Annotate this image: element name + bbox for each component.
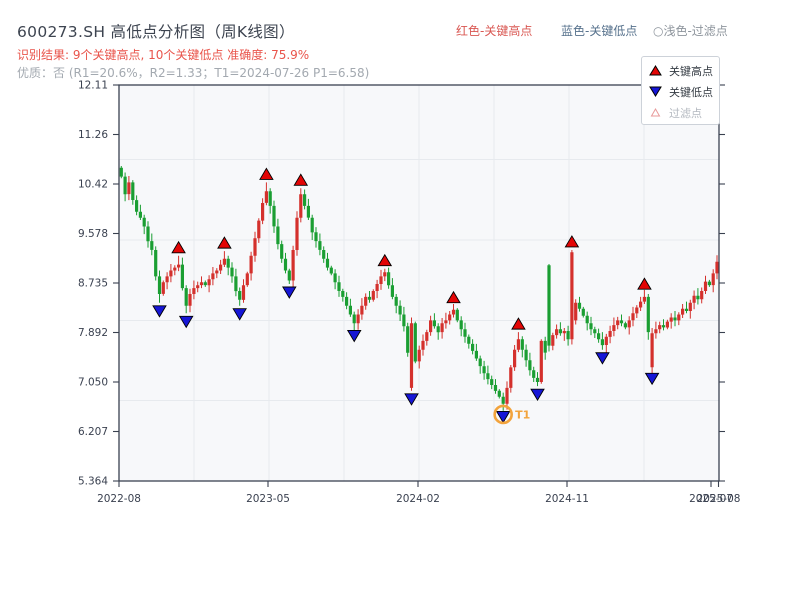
legend-item-label: 关键高点 <box>669 64 713 78</box>
svg-text:9.578: 9.578 <box>78 228 108 240</box>
y-tick-labels: 12.11 11.26 10.42 9.578 8.735 7.892 7.050 6.207… <box>78 80 108 488</box>
svg-text:7.050: 7.050 <box>78 377 108 389</box>
svg-text:12.11: 12.11 <box>78 80 108 92</box>
svg-text:2025-08: 2025-08 <box>697 493 741 505</box>
svg-text:8.735: 8.735 <box>78 278 108 290</box>
svg-text:5.364: 5.364 <box>78 476 108 488</box>
legend-item-label: 关键低点 <box>669 85 713 99</box>
svg-text:2025-07: 2025-07 <box>689 493 733 505</box>
svg-text:11.26: 11.26 <box>78 129 108 141</box>
legend-item-filter: 过滤点 <box>649 102 719 123</box>
svg-text:6.207: 6.207 <box>78 426 108 438</box>
key-high-triangle-icon <box>649 65 662 76</box>
legend-item-key-low: 关键低点 <box>649 81 719 102</box>
legend-item-key-high: 关键高点 <box>649 60 719 81</box>
recognition-result-text: 识别结果: 9个关键高点, 10个关键低点 准确度: 75.9% <box>17 48 310 62</box>
t1-marker: T1 <box>493 404 530 425</box>
svg-text:2024-11: 2024-11 <box>545 493 589 505</box>
filter-triangle-icon <box>650 107 661 117</box>
candles-group <box>119 166 719 411</box>
svg-text:2023-05: 2023-05 <box>246 493 290 505</box>
svg-text:2024-02: 2024-02 <box>396 493 440 505</box>
header-legend-high-label: 红色-关键高点 <box>456 24 533 38</box>
chart-legend-box: 关键高点 关键低点 过滤点 <box>641 56 720 125</box>
svg-text:2022-08: 2022-08 <box>97 493 141 505</box>
x-tick-labels: 2022-08 2023-05 2024-02 2024-11 2025-072025-… <box>97 493 740 505</box>
quality-info-text: 优质：否 (R1=20.6%，R2=1.33；T1=2024-07-26 P1=… <box>17 66 370 80</box>
svg-text:10.42: 10.42 <box>78 179 108 191</box>
svg-text:T1: T1 <box>515 408 530 421</box>
axis-ticks <box>113 84 725 487</box>
svg-text:7.892: 7.892 <box>78 327 108 339</box>
key-low-markers <box>152 286 660 424</box>
key-high-markers <box>171 167 652 330</box>
header-legend-filter-label: ○浅色-过滤点 <box>653 24 728 38</box>
key-low-triangle-icon <box>649 86 662 97</box>
page-title: 600273.SH 高低点分析图（周K线图） <box>17 23 295 41</box>
header-legend-low-label: 蓝色-关键低点 <box>561 24 638 38</box>
legend-item-label: 过滤点 <box>669 106 702 120</box>
